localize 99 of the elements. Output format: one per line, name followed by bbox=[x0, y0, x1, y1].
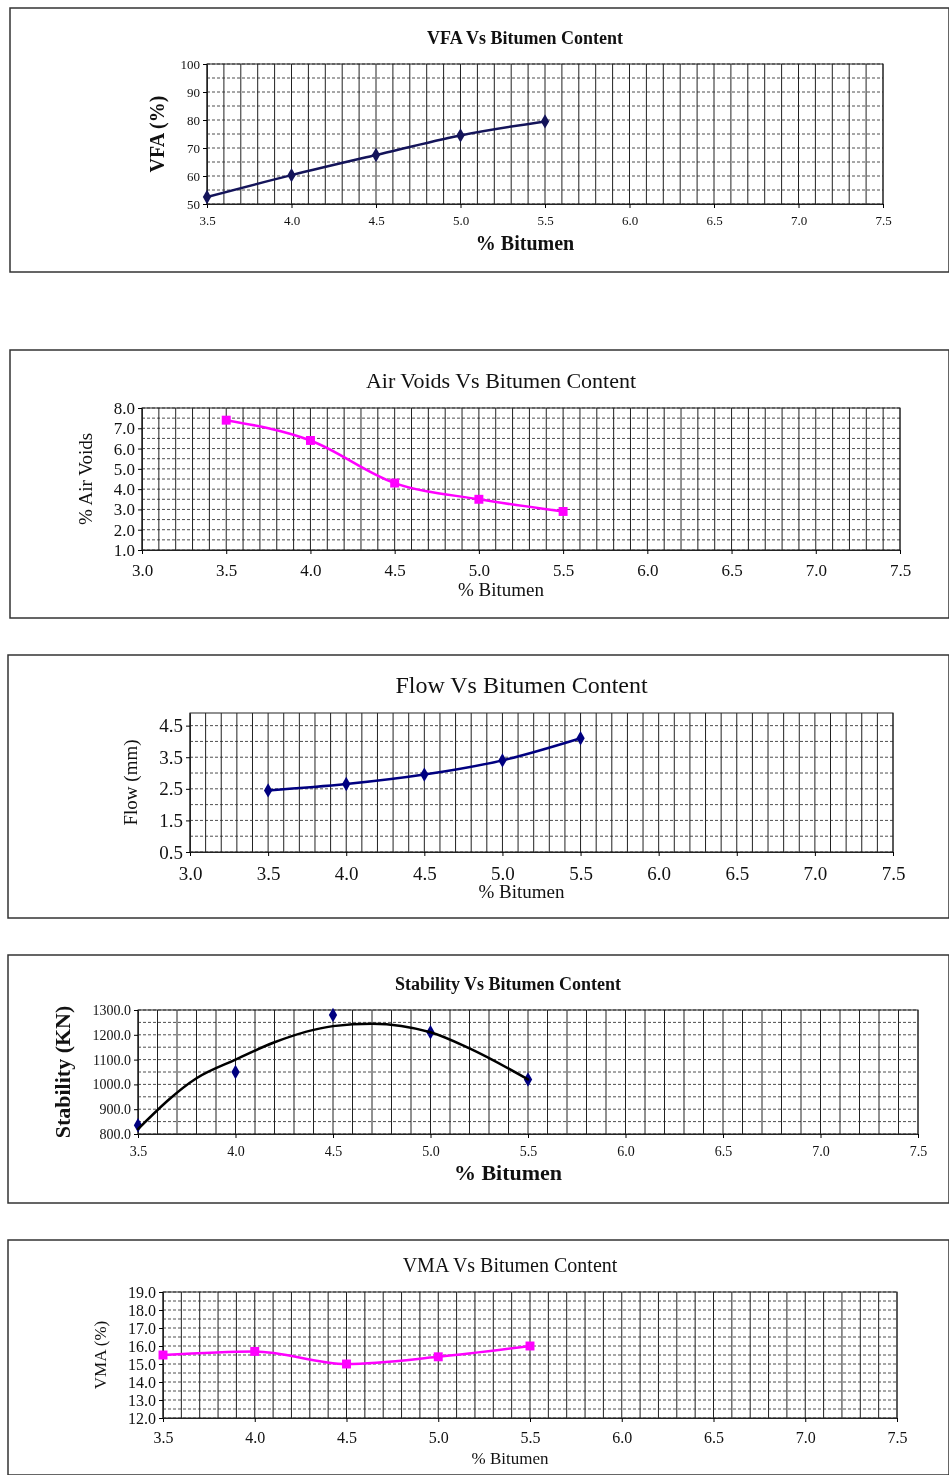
x-tick-label: 7.5 bbox=[909, 1144, 928, 1160]
y-tick-label: 1000.0 bbox=[92, 1077, 131, 1093]
x-tick-label: 5.0 bbox=[468, 560, 491, 580]
y-tick-label: 1200.0 bbox=[92, 1027, 131, 1043]
chart-title: VFA Vs Bitumen Content bbox=[427, 28, 623, 48]
y-axis-title: % Air Voids bbox=[74, 432, 96, 526]
point bbox=[390, 478, 400, 488]
x-tick-label: 6.0 bbox=[621, 213, 639, 229]
y-tick-label: 2.5 bbox=[159, 778, 183, 800]
x-tick-label: 4.5 bbox=[368, 213, 385, 229]
x-tick-label: 4.0 bbox=[227, 1144, 245, 1160]
x-tick-label: 7.0 bbox=[805, 560, 827, 580]
x-tick-label: 5.0 bbox=[452, 213, 470, 229]
x-tick-label: 7.5 bbox=[875, 213, 892, 229]
y-tick-label: 1300.0 bbox=[92, 1002, 131, 1018]
point bbox=[221, 415, 231, 425]
x-tick-label: 4.0 bbox=[300, 560, 322, 580]
y-tick-label: 14.0 bbox=[128, 1373, 156, 1391]
x-axis-title: % Bitumen bbox=[453, 1160, 563, 1185]
x-tick-label: 7.5 bbox=[881, 862, 906, 884]
y-axis-title: Flow (mm) bbox=[119, 739, 142, 826]
y-axis-title: VMA (%) bbox=[90, 1320, 110, 1390]
y-tick-label: 2.0 bbox=[113, 520, 135, 540]
x-axis-title: % Bitumen bbox=[475, 232, 575, 254]
x-tick-label: 7.0 bbox=[803, 862, 828, 884]
y-tick-label: 1.0 bbox=[113, 540, 135, 560]
point bbox=[250, 1346, 260, 1356]
point bbox=[342, 1359, 351, 1369]
chart-title: Air Voids Vs Bitumen Content bbox=[365, 368, 637, 393]
x-tick-label: 6.5 bbox=[704, 1428, 724, 1446]
x-tick-label: 6.0 bbox=[637, 560, 659, 580]
point bbox=[474, 494, 484, 504]
x-tick-label: 5.0 bbox=[491, 862, 515, 884]
x-tick-label: 7.5 bbox=[889, 560, 912, 580]
y-tick-label: 4.5 bbox=[159, 715, 183, 737]
x-tick-label: 7.5 bbox=[887, 1428, 908, 1446]
x-tick-label: 4.0 bbox=[334, 862, 359, 884]
x-tick-label: 5.5 bbox=[552, 560, 575, 580]
x-tick-label: 5.5 bbox=[520, 1428, 541, 1446]
x-tick-label: 6.0 bbox=[647, 862, 672, 884]
y-tick-label: 16.0 bbox=[128, 1337, 156, 1355]
x-tick-label: 5.0 bbox=[428, 1428, 449, 1446]
x-tick-label: 5.0 bbox=[422, 1144, 440, 1160]
x-tick-label: 7.0 bbox=[812, 1144, 830, 1160]
x-tick-label: 6.5 bbox=[706, 213, 723, 229]
y-tick-label: 900.0 bbox=[99, 1102, 131, 1118]
chart-title: VMA Vs Bitumen Content bbox=[402, 1254, 618, 1276]
y-axis-title: VFA (%) bbox=[145, 95, 169, 173]
x-tick-label: 6.5 bbox=[725, 862, 750, 884]
y-tick-label: 1100.0 bbox=[93, 1052, 131, 1068]
chart-title: Flow Vs Bitumen Content bbox=[395, 672, 648, 698]
y-tick-label: 3.5 bbox=[159, 746, 183, 768]
y-tick-label: 1.5 bbox=[159, 809, 183, 831]
point bbox=[433, 1352, 443, 1362]
x-axis-title: % Bitumen bbox=[457, 579, 545, 600]
x-tick-label: 4.0 bbox=[245, 1428, 266, 1446]
x-axis-title: % Bitumen bbox=[471, 1449, 549, 1468]
x-tick-label: 4.5 bbox=[384, 560, 406, 580]
y-tick-label: 3.0 bbox=[113, 500, 135, 520]
y-tick-label: 80 bbox=[187, 112, 200, 128]
y-tick-label: 15.0 bbox=[128, 1355, 156, 1373]
point bbox=[305, 435, 315, 445]
x-tick-label: 5.5 bbox=[537, 213, 554, 229]
x-tick-label: 6.5 bbox=[721, 560, 743, 580]
y-tick-label: 800.0 bbox=[99, 1126, 131, 1142]
x-tick-label: 3.5 bbox=[216, 560, 238, 580]
y-tick-label: 7.0 bbox=[113, 419, 135, 439]
y-tick-label: 8.0 bbox=[113, 398, 135, 418]
x-tick-label: 4.5 bbox=[412, 862, 437, 884]
y-tick-label: 60 bbox=[187, 168, 200, 184]
x-tick-label: 4.5 bbox=[337, 1428, 357, 1446]
y-tick-label: 70 bbox=[187, 140, 200, 156]
y-axis-title: Stability (KN) bbox=[49, 1005, 75, 1139]
x-tick-label: 6.0 bbox=[612, 1428, 633, 1446]
x-axis-title: % Bitumen bbox=[478, 881, 565, 902]
x-tick-label: 7.0 bbox=[795, 1428, 816, 1446]
y-tick-label: 0.5 bbox=[159, 841, 183, 863]
chart-title: Stability Vs Bitumen Content bbox=[394, 974, 622, 994]
y-tick-label: 5.0 bbox=[113, 459, 135, 479]
y-tick-label: 13.0 bbox=[128, 1391, 156, 1409]
y-tick-label: 12.0 bbox=[128, 1409, 156, 1427]
y-tick-label: 90 bbox=[187, 84, 200, 100]
point bbox=[558, 506, 568, 516]
y-tick-label: 6.0 bbox=[113, 439, 135, 459]
y-tick-label: 4.0 bbox=[113, 480, 135, 500]
x-tick-label: 5.5 bbox=[569, 862, 593, 884]
y-tick-label: 50 bbox=[187, 196, 200, 212]
x-tick-label: 6.0 bbox=[617, 1144, 635, 1160]
y-tick-label: 18.0 bbox=[128, 1301, 156, 1319]
x-tick-label: 6.5 bbox=[714, 1144, 733, 1160]
y-tick-label: 19.0 bbox=[128, 1283, 156, 1301]
y-tick-label: 17.0 bbox=[128, 1319, 156, 1337]
y-tick-label: 100 bbox=[180, 56, 200, 72]
x-tick-label: 3.5 bbox=[256, 862, 281, 884]
x-tick-label: 4.0 bbox=[283, 213, 301, 229]
x-tick-label: 7.0 bbox=[790, 213, 808, 229]
x-tick-label: 4.5 bbox=[324, 1144, 343, 1160]
x-tick-label: 3.5 bbox=[199, 213, 216, 229]
x-tick-label: 5.5 bbox=[519, 1144, 538, 1160]
